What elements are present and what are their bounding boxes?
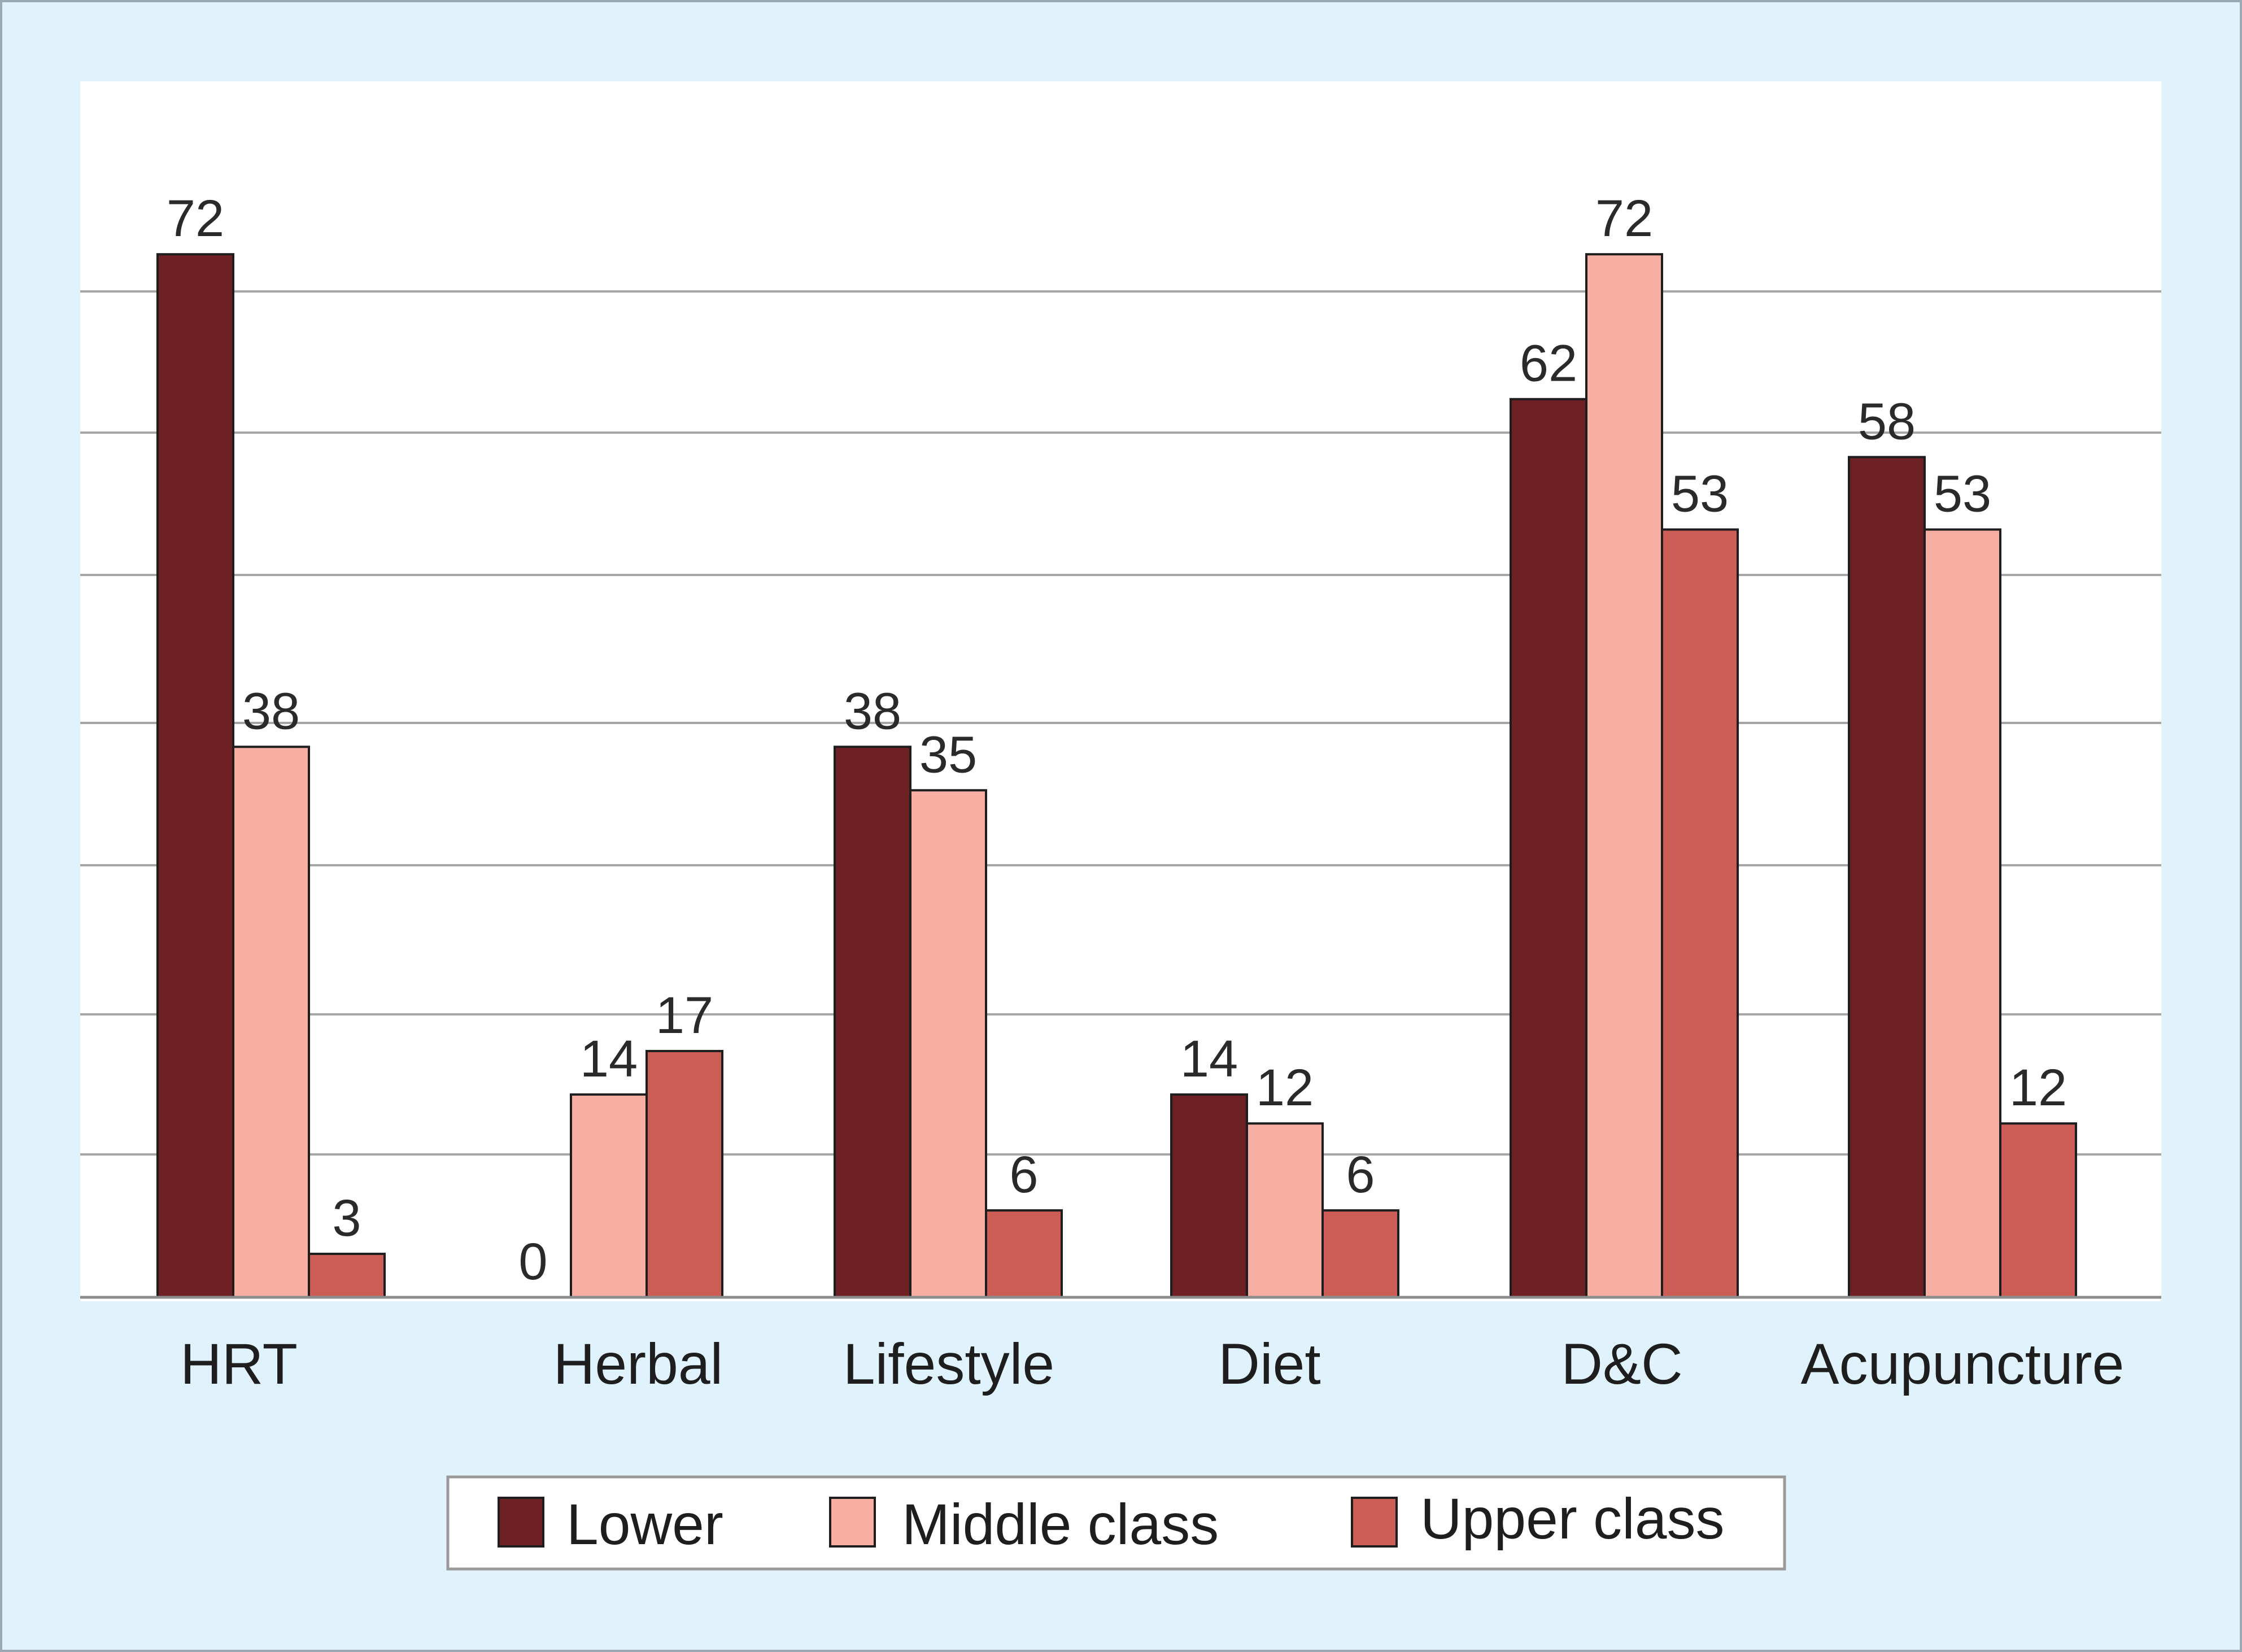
value-label-diet-middle-class: 12 (1256, 1059, 1314, 1117)
legend-label-lower: Lower (566, 1492, 723, 1557)
legend-box (446, 1475, 1786, 1571)
bar-d-and-c-middle-class (1585, 253, 1663, 1299)
bar-hrt-upper-class (308, 1253, 386, 1299)
bar-lifestyle-upper-class (985, 1209, 1063, 1299)
legend-label-middle-class: Middle class (902, 1492, 1219, 1557)
category-label-hrt: HRT (180, 1332, 298, 1396)
value-label-hrt-lower: 72 (167, 190, 224, 247)
value-label-hrt-middle-class: 38 (242, 682, 300, 740)
value-label-lifestyle-upper-class: 6 (1009, 1146, 1038, 1204)
bar-acupuncture-upper-class (1999, 1122, 2077, 1298)
legend-swatch-lower (498, 1497, 544, 1548)
category-labels: HRT Herbal Lifestyle Diet D&C Acupuncture (180, 1332, 2124, 1396)
legend-label-upper-class: Upper class (1420, 1487, 1725, 1551)
legend-swatch-upper-class (1351, 1497, 1398, 1548)
value-labels: 72 38 3 0 14 17 38 35 6 14 12 6 62 72 53 58 53 12 (167, 190, 2067, 1291)
value-label-herbal-lower: 0 (518, 1233, 547, 1291)
value-label-herbal-middle-class: 14 (580, 1030, 638, 1088)
bar-diet-lower (1170, 1093, 1248, 1299)
category-label-acupuncture: Acupuncture (1801, 1332, 2125, 1396)
value-label-hrt-upper-class: 3 (332, 1189, 361, 1247)
value-label-lifestyle-middle-class: 35 (919, 726, 977, 783)
bar-diet-upper-class (1321, 1209, 1399, 1299)
category-label-lifestyle: Lifestyle (843, 1332, 1054, 1396)
value-label-d-and-c-lower: 62 (1520, 335, 1577, 393)
legend: Lower Middle class Upper class (446, 1475, 1786, 1571)
bar-hrt-middle-class (232, 746, 310, 1299)
value-label-d-and-c-middle-class: 72 (1595, 190, 1653, 247)
bar-lifestyle-lower (834, 746, 911, 1299)
value-label-lifestyle-lower: 38 (844, 682, 901, 740)
bar-lifestyle-middle-class (909, 789, 987, 1298)
value-label-diet-upper-class: 6 (1346, 1146, 1375, 1204)
value-label-d-and-c-upper-class: 53 (1671, 465, 1729, 523)
bar-d-and-c-lower (1510, 398, 1587, 1299)
category-label-diet: Diet (1218, 1332, 1320, 1396)
value-label-acupuncture-upper-class: 12 (2009, 1059, 2067, 1117)
bar-d-and-c-upper-class (1661, 528, 1739, 1298)
value-label-herbal-upper-class: 17 (656, 987, 713, 1044)
bar-herbal-upper-class (645, 1049, 723, 1298)
value-label-acupuncture-middle-class: 53 (1934, 465, 1991, 523)
bar-hrt-lower (156, 253, 234, 1299)
bar-herbal-middle-class (570, 1093, 648, 1299)
value-label-acupuncture-lower: 58 (1858, 393, 1916, 450)
value-label-diet-lower: 14 (1180, 1030, 1238, 1088)
legend-swatch-middle-class (829, 1497, 876, 1548)
category-label-d-and-c: D&C (1561, 1332, 1682, 1396)
plot-area (80, 81, 2161, 1301)
bar-diet-middle-class (1246, 1122, 1324, 1298)
bar-acupuncture-lower (1848, 456, 1926, 1298)
gridlines (80, 290, 2161, 1156)
bar-acupuncture-middle-class (1923, 528, 2001, 1298)
category-label-herbal: Herbal (553, 1332, 723, 1396)
